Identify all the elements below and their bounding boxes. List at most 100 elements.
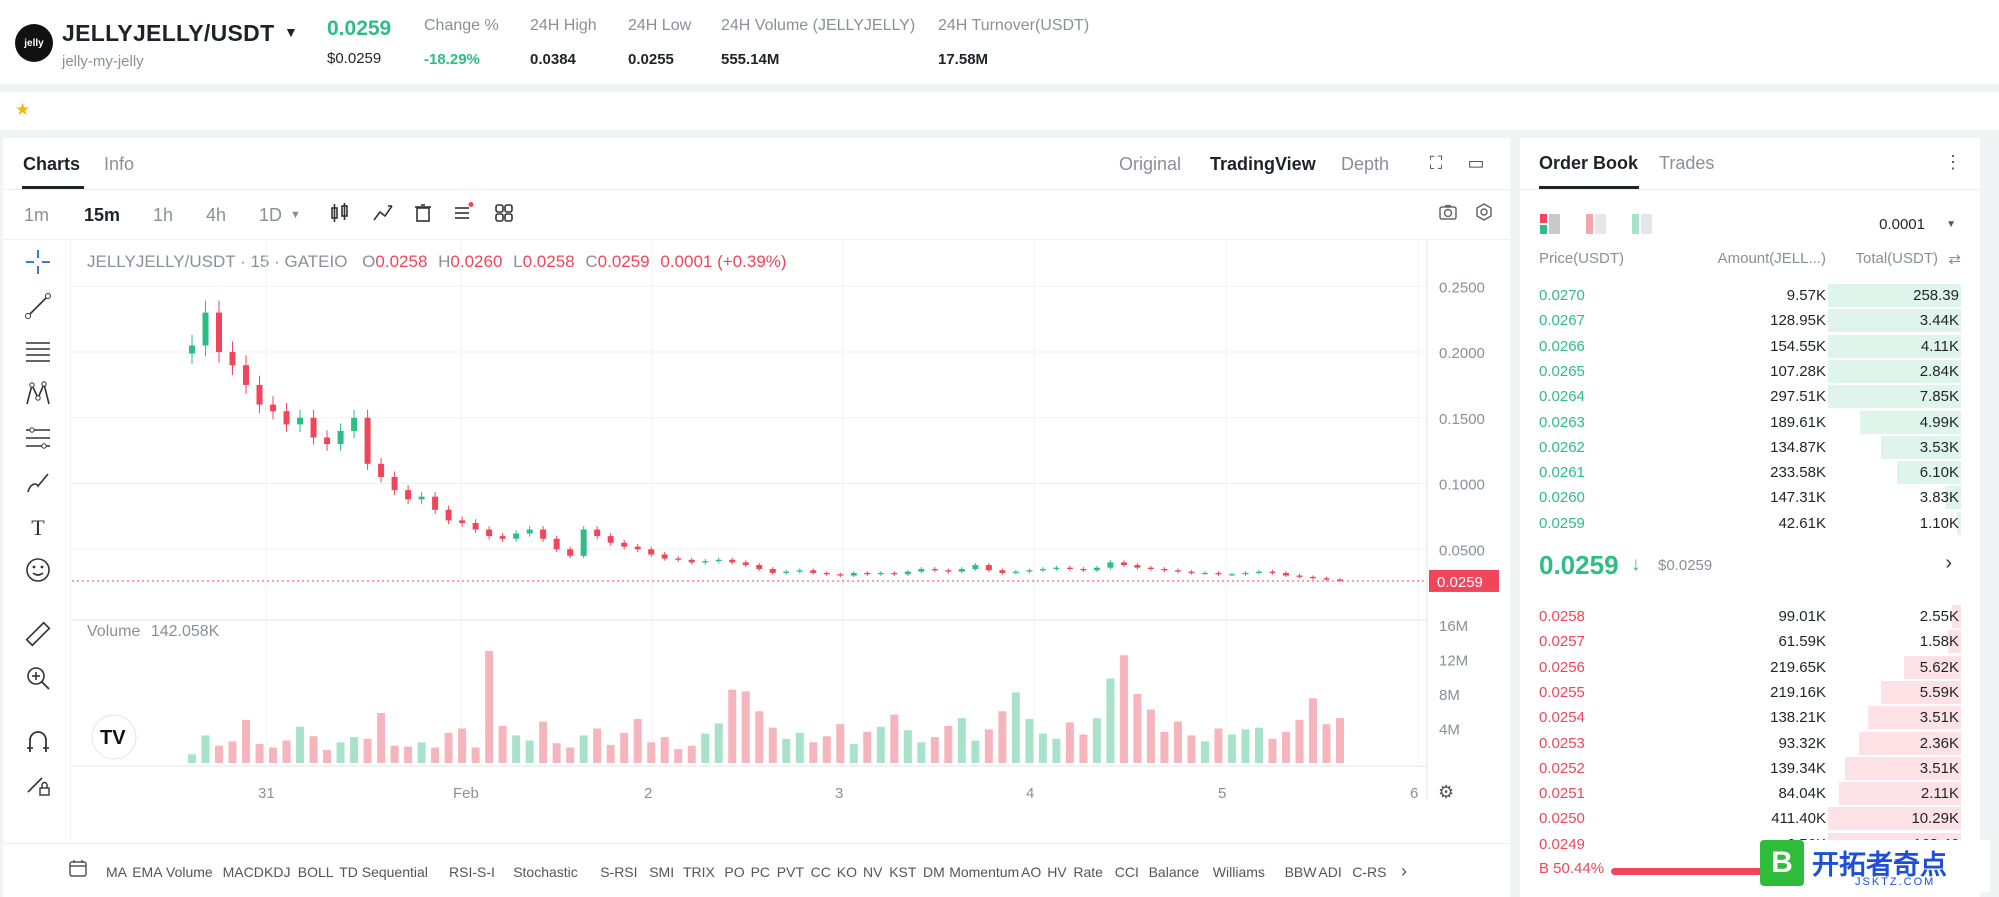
indicator-s-rsi[interactable]: S-RSI bbox=[600, 864, 638, 880]
bid-row[interactable]: 0.0256 219.65K 5.62K bbox=[1520, 655, 1980, 680]
indicator-pvt[interactable]: PVT bbox=[776, 864, 805, 880]
indicator-momentum[interactable]: Momentum bbox=[949, 864, 1020, 880]
indicator-cci[interactable]: CCI bbox=[1114, 864, 1139, 880]
settings-gear-icon[interactable] bbox=[1471, 202, 1497, 228]
ask-row[interactable]: 0.0262 134.87K 3.53K bbox=[1520, 435, 1980, 460]
ask-row[interactable]: 0.0264 297.51K 7.85K bbox=[1520, 384, 1980, 409]
price-chart[interactable]: 0.2500 0.2000 0.1500 0.1000 0.0500 16M 12M 8M 4M… bbox=[72, 240, 1510, 840]
list-icon[interactable] bbox=[450, 202, 476, 228]
window-icon[interactable]: ▭ bbox=[1467, 153, 1485, 173]
zoom-in-icon[interactable] bbox=[22, 664, 54, 696]
bid-row[interactable]: 0.0258 99.01K 2.55K bbox=[1520, 604, 1980, 629]
ask-row[interactable]: 0.0263 189.61K 4.99K bbox=[1520, 410, 1980, 435]
bid-row[interactable]: 0.0253 93.32K 2.36K bbox=[1520, 731, 1980, 756]
more-menu-icon[interactable]: ⋮ bbox=[1944, 152, 1962, 172]
ask-row[interactable]: 0.0270 9.57K 258.39 bbox=[1520, 283, 1980, 308]
indicator-boll[interactable]: BOLL bbox=[297, 864, 334, 880]
tab-order-book[interactable]: Order Book bbox=[1539, 153, 1639, 173]
interval-1m[interactable]: 1m bbox=[24, 205, 50, 225]
emoji-icon[interactable] bbox=[22, 556, 54, 588]
interval-4h[interactable]: 4h bbox=[206, 205, 227, 225]
trash-icon[interactable] bbox=[410, 202, 436, 228]
indicator-po[interactable]: PO bbox=[724, 864, 745, 880]
star-icon[interactable]: ★ bbox=[15, 100, 31, 119]
view-asks-icon[interactable] bbox=[1586, 214, 1608, 239]
indicator-ma[interactable]: MA bbox=[106, 864, 127, 880]
view-both-icon[interactable] bbox=[1540, 214, 1562, 239]
indicator-macd[interactable]: MACD bbox=[222, 864, 264, 880]
tab-info[interactable]: Info bbox=[104, 154, 135, 174]
pattern-tool-icon[interactable] bbox=[22, 380, 54, 412]
tab-original[interactable]: Original bbox=[1119, 154, 1182, 174]
ask-row[interactable]: 0.0266 154.55K 4.11K bbox=[1520, 334, 1980, 359]
camera-icon[interactable] bbox=[1435, 202, 1461, 228]
indicator-ao[interactable]: AO bbox=[1021, 864, 1042, 880]
chevron-right-icon[interactable]: › bbox=[1401, 861, 1407, 881]
row-price: 0.0259 bbox=[1539, 514, 1585, 532]
ask-row[interactable]: 0.0260 147.31K 3.83K bbox=[1520, 485, 1980, 510]
precision-select[interactable]: 0.0001 bbox=[1879, 216, 1925, 233]
indicator-kst[interactable]: KST bbox=[889, 864, 917, 880]
calendar-icon[interactable] bbox=[65, 858, 91, 884]
horizontal-lines-icon[interactable] bbox=[22, 336, 54, 368]
indicator-td-sequential[interactable]: TD Sequential bbox=[339, 864, 428, 880]
indicator-rate[interactable]: Rate bbox=[1073, 864, 1103, 880]
indicator-hv[interactable]: HV bbox=[1047, 864, 1067, 880]
candle-type-icon[interactable] bbox=[327, 202, 353, 228]
interval-1h[interactable]: 1h bbox=[153, 205, 174, 225]
indicator-balance[interactable]: Balance bbox=[1148, 864, 1200, 880]
brush-icon[interactable] bbox=[22, 468, 54, 500]
interval-caret-icon[interactable]: ▼ bbox=[290, 209, 301, 221]
indicator-smi[interactable]: SMI bbox=[649, 864, 675, 880]
indicator-kdj[interactable]: KDJ bbox=[264, 864, 291, 880]
ask-row[interactable]: 0.0265 107.28K 2.84K bbox=[1520, 359, 1980, 384]
ask-row[interactable]: 0.0261 233.58K 6.10K bbox=[1520, 460, 1980, 485]
indicator-cc[interactable]: CC bbox=[810, 864, 831, 880]
bid-row[interactable]: 0.0255 219.16K 5.59K bbox=[1520, 680, 1980, 705]
view-bids-icon[interactable] bbox=[1632, 214, 1654, 239]
ask-row[interactable]: 0.0267 128.95K 3.44K bbox=[1520, 308, 1980, 333]
layout-grid-icon[interactable] bbox=[491, 202, 517, 228]
lock-drawing-icon[interactable] bbox=[22, 770, 54, 802]
ask-row[interactable]: 0.0259 42.61K 1.10K bbox=[1520, 511, 1980, 536]
indicator-rsi-s-i[interactable]: RSI-S-I bbox=[449, 864, 495, 880]
fullscreen-icon[interactable]: ⛶ bbox=[1429, 153, 1443, 173]
indicator-volume[interactable]: Volume bbox=[166, 864, 213, 880]
volume-bar bbox=[188, 754, 196, 763]
bid-row[interactable]: 0.0250 411.40K 10.29K bbox=[1520, 806, 1980, 831]
interval-15m[interactable]: 15m bbox=[84, 205, 121, 225]
indicator-williams[interactable]: Williams bbox=[1212, 864, 1265, 880]
indicator-ema[interactable]: EMA bbox=[132, 864, 163, 880]
interval-1d[interactable]: 1D bbox=[259, 205, 283, 225]
indicator-c-rs[interactable]: C-RS bbox=[1352, 864, 1387, 880]
indicator-stochastic[interactable]: Stochastic bbox=[513, 864, 578, 880]
indicator-ko[interactable]: KO bbox=[836, 864, 858, 880]
pair-selector[interactable]: JELLYJELLY/USDT bbox=[62, 20, 275, 46]
tab-depth[interactable]: Depth bbox=[1341, 154, 1390, 174]
crosshair-icon[interactable] bbox=[22, 248, 54, 280]
trend-line-icon[interactable] bbox=[22, 292, 54, 324]
bid-row[interactable]: 0.0252 139.34K 3.51K bbox=[1520, 756, 1980, 781]
bid-row[interactable]: 0.0251 84.04K 2.11K bbox=[1520, 781, 1980, 806]
ruler-icon[interactable] bbox=[22, 620, 54, 652]
tab-tradingview[interactable]: TradingView bbox=[1210, 154, 1316, 174]
row-price: 0.0264 bbox=[1539, 388, 1585, 406]
indicator-dm[interactable]: DM bbox=[923, 864, 945, 880]
indicator-nv[interactable]: NV bbox=[863, 864, 883, 880]
indicators-icon[interactable] bbox=[370, 202, 396, 228]
bid-row[interactable]: 0.0257 61.59K 1.58K bbox=[1520, 629, 1980, 654]
caret-down-icon[interactable]: ▼ bbox=[284, 24, 298, 40]
fib-tool-icon[interactable] bbox=[22, 424, 54, 456]
magnet-icon[interactable] bbox=[22, 728, 54, 760]
indicator-adi[interactable]: ADI bbox=[1318, 864, 1342, 880]
bid-row[interactable]: 0.0254 138.21K 3.51K bbox=[1520, 705, 1980, 730]
indicator-trix[interactable]: TRIX bbox=[683, 864, 715, 880]
indicator-pc[interactable]: PC bbox=[750, 864, 771, 880]
swap-icon[interactable]: ⇄ bbox=[1948, 251, 1961, 268]
text-tool-icon[interactable]: T bbox=[31, 515, 45, 540]
chevron-right-icon[interactable]: › bbox=[1945, 552, 1952, 574]
tab-trades[interactable]: Trades bbox=[1659, 153, 1715, 173]
tab-charts[interactable]: Charts bbox=[23, 154, 81, 174]
precision-caret-icon[interactable]: ▼ bbox=[1946, 219, 1956, 230]
indicator-bbw[interactable]: BBW bbox=[1284, 864, 1317, 880]
